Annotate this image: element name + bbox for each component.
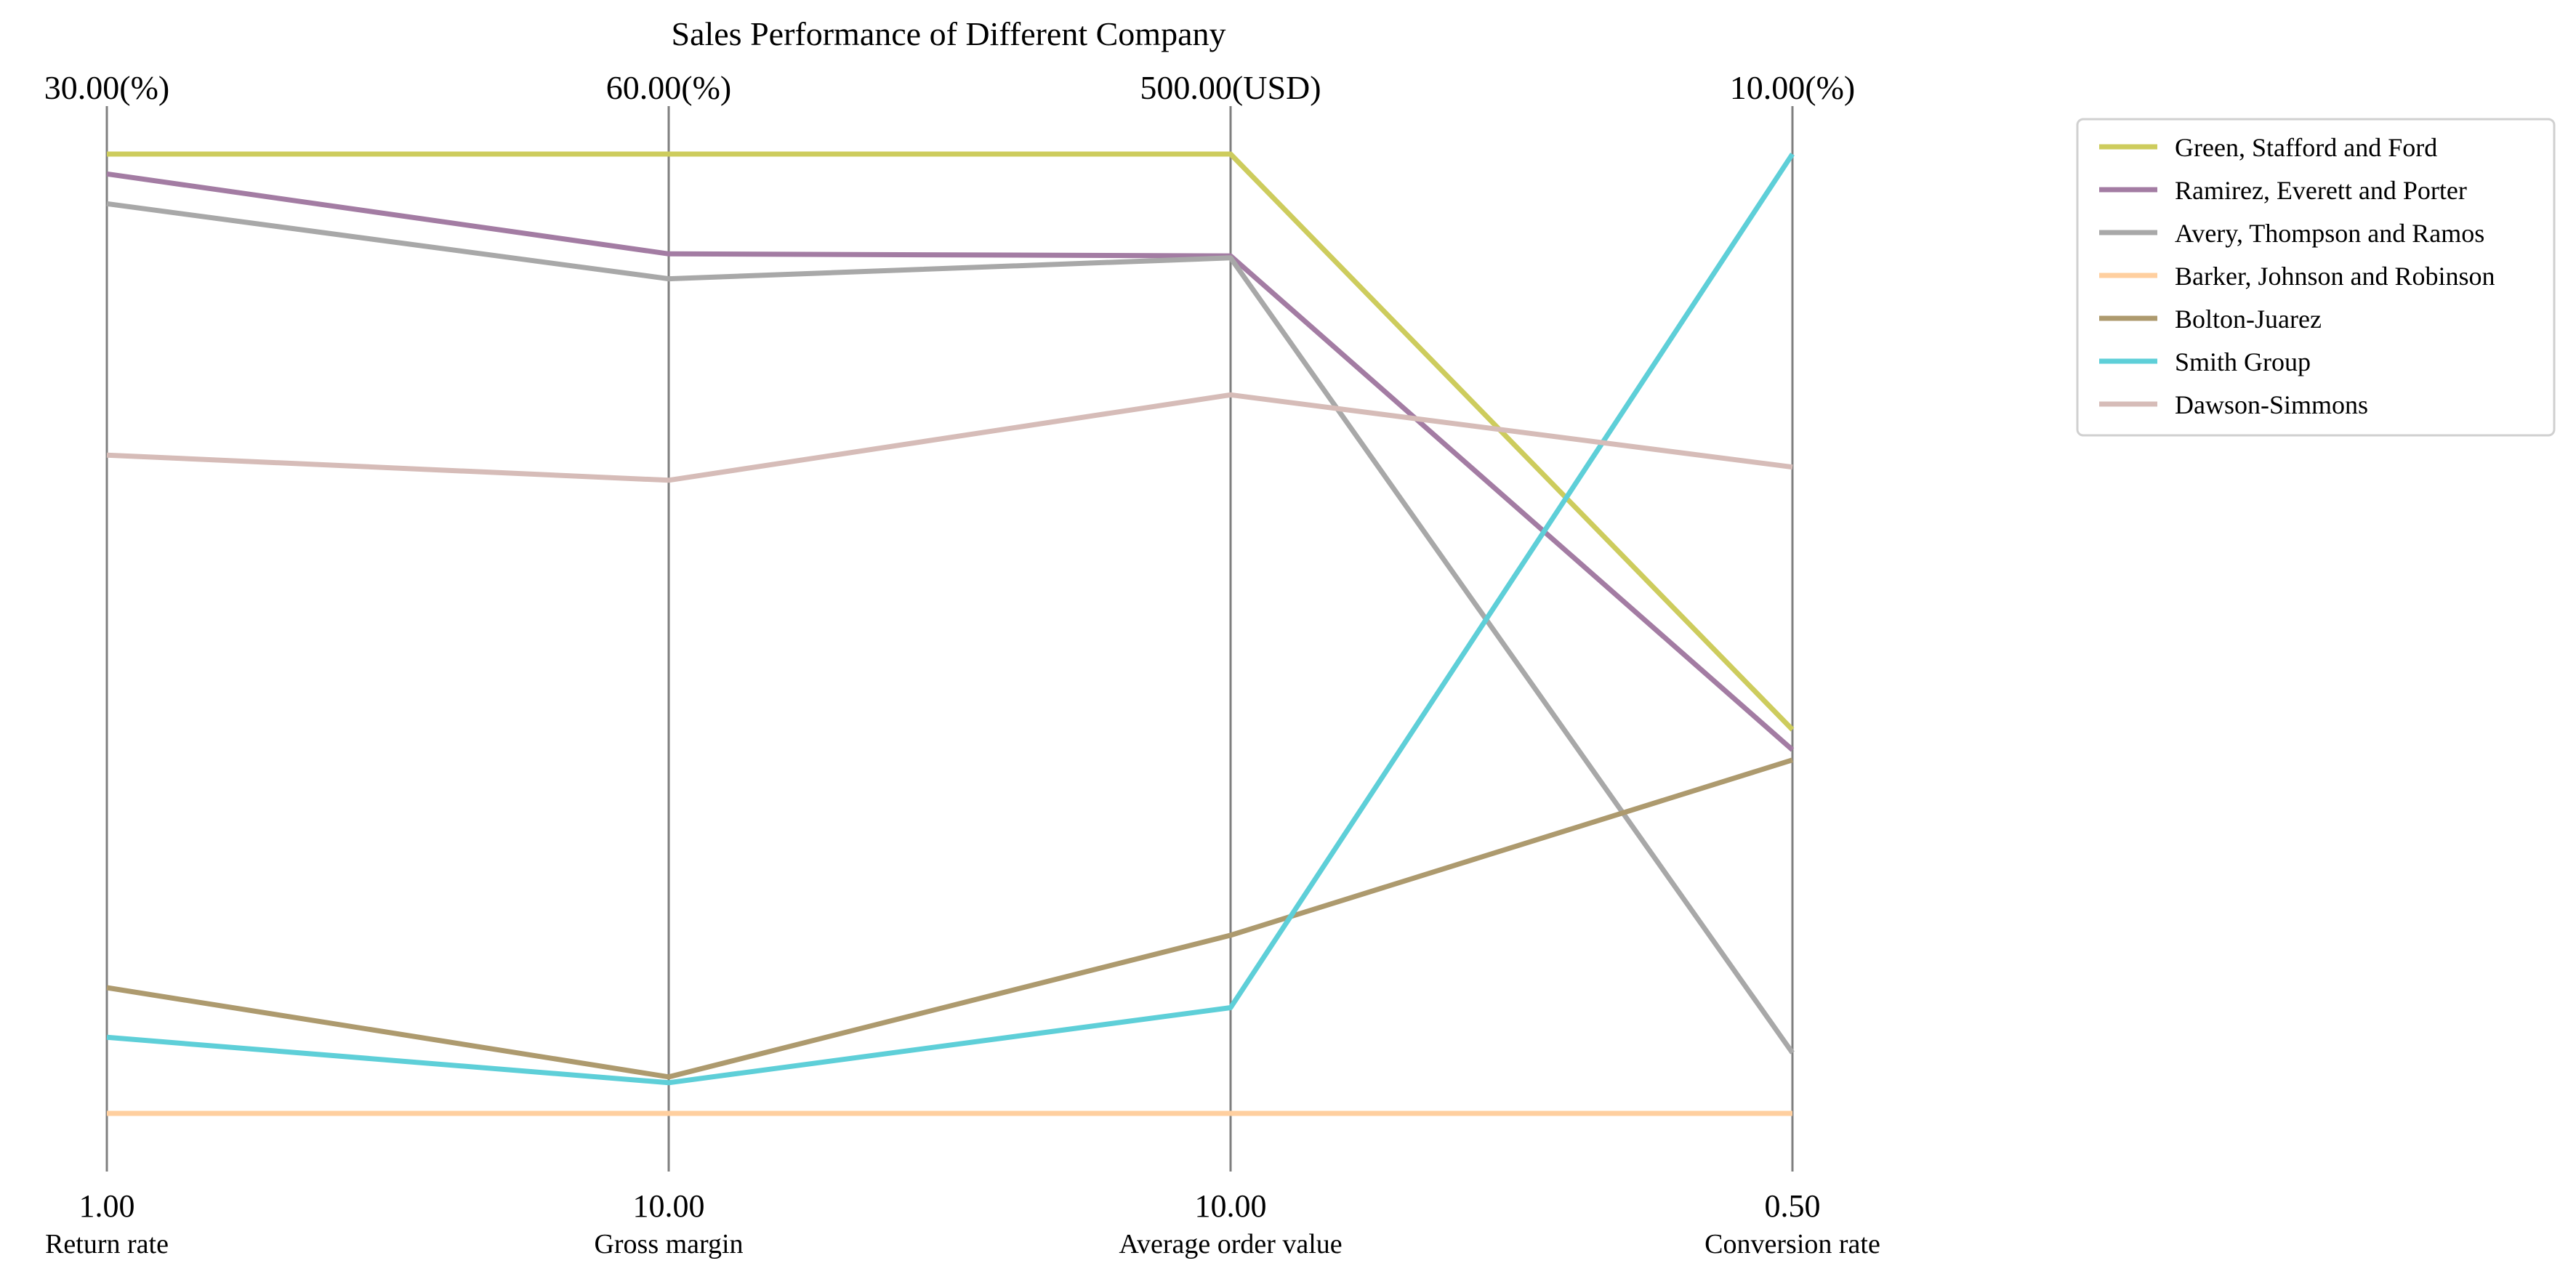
legend-label-4: Bolton-Juarez bbox=[2175, 305, 2322, 334]
axes-layer: 30.00(%) 1.00 Return rate 60.00(%) 10.00 Gros… bbox=[44, 69, 1880, 1259]
series-line-4 bbox=[106, 757, 1794, 1080]
legend-frame bbox=[2076, 118, 2556, 437]
axis-max-label-0: 30.00(%) bbox=[44, 69, 169, 106]
axis-max-label-3: 10.00(%) bbox=[1730, 69, 1855, 106]
axis-max-label-1: 60.00(%) bbox=[606, 69, 731, 106]
axis-name-3: Conversion rate bbox=[1704, 1229, 1880, 1259]
axis-max-label-2: 500.00(USD) bbox=[1140, 69, 1321, 106]
legend-label-1: Ramirez, Everett and Porter bbox=[2175, 176, 2467, 205]
axis-min-label-2: 10.00 bbox=[1195, 1188, 1267, 1224]
series-line-5 bbox=[106, 153, 1795, 1086]
axis-min-label-1: 10.00 bbox=[633, 1188, 705, 1224]
series-line-1 bbox=[106, 171, 1795, 752]
series-line-0 bbox=[107, 151, 1795, 732]
axis-name-2: Average order value bbox=[1119, 1229, 1342, 1259]
series-lines-layer bbox=[106, 151, 1795, 1116]
legend-label-0: Green, Stafford and Ford bbox=[2175, 133, 2437, 162]
legend-label-2: Avery, Thompson and Ramos bbox=[2175, 219, 2484, 248]
series-line-2 bbox=[106, 201, 1795, 1055]
axis-name-0: Return rate bbox=[45, 1229, 169, 1259]
series-line-6 bbox=[106, 392, 1793, 483]
legend-label-3: Barker, Johnson and Robinson bbox=[2175, 262, 2495, 291]
axis-min-label-3: 0.50 bbox=[1765, 1188, 1821, 1224]
legend-label-6: Dawson-Simmons bbox=[2175, 390, 2368, 419]
chart-title: Sales Performance of Different Company bbox=[671, 15, 1225, 52]
axis-min-label-0: 1.00 bbox=[79, 1188, 135, 1224]
legend: Green, Stafford and Ford Ramirez, Everett… bbox=[2076, 118, 2556, 437]
axis-name-1: Gross margin bbox=[594, 1229, 743, 1259]
legend-label-5: Smith Group bbox=[2175, 347, 2311, 376]
